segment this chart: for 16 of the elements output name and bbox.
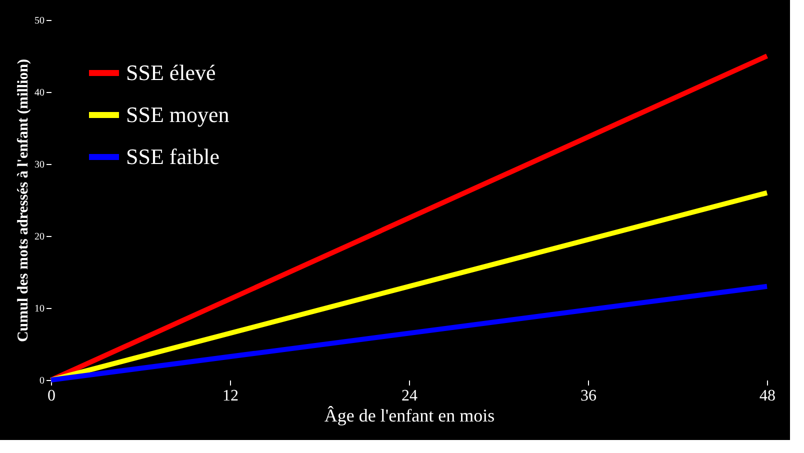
y-tick-label: 30 xyxy=(34,160,44,170)
x-tick-label: 24 xyxy=(402,388,418,404)
y-axis-title: Cumul des mots adressés à l'enfant (million) xyxy=(16,58,32,342)
y-tick-label: 10 xyxy=(34,304,44,314)
y-tick-label: 40 xyxy=(34,88,44,98)
x-tick-label: 0 xyxy=(48,388,56,404)
x-tick-label: 36 xyxy=(580,388,596,404)
x-axis-title: Âge de l'enfant en mois xyxy=(324,406,495,426)
legend-label: SSE faible xyxy=(126,144,220,169)
x-tick-label: 48 xyxy=(760,388,776,404)
x-tick-label: 12 xyxy=(222,388,238,404)
y-tick-label: 0 xyxy=(40,376,44,386)
legend-label: SSE élevé xyxy=(126,60,216,85)
legend-label: SSE moyen xyxy=(126,102,230,127)
y-tick-label: 20 xyxy=(34,232,44,242)
y-tick-label: 50 xyxy=(34,16,44,26)
